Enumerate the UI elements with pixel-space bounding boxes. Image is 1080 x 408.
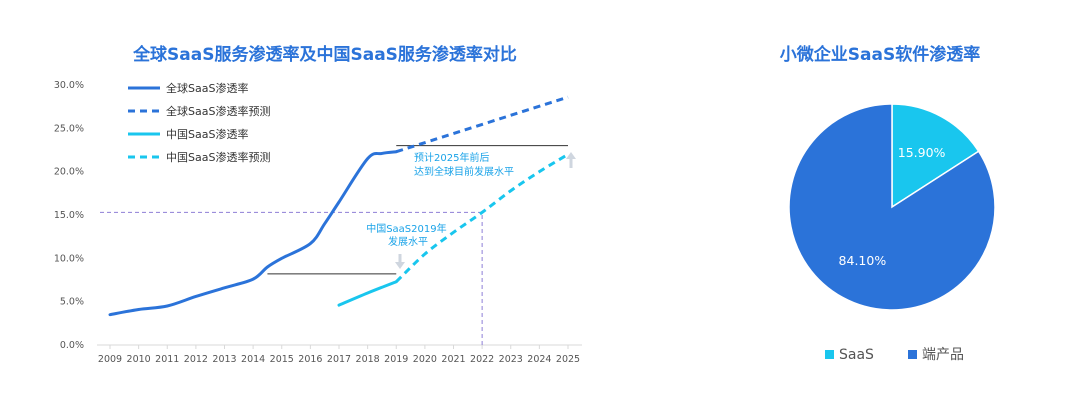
pie-legend-label: SaaS <box>839 347 874 363</box>
x-tick-label: 2009 <box>98 354 122 365</box>
annotation-2019-line1: 中国SaaS2019年 <box>366 222 446 235</box>
legend-label: 中国SaaS渗透率 <box>166 127 248 141</box>
x-tick-label: 2019 <box>384 354 408 365</box>
pie-chart: 小微企业SaaS软件渗透率 15.90% 84.10% SaaS 端产品 <box>780 44 996 363</box>
pie-legend-swatch <box>825 350 834 359</box>
pie-value-label: 84.10% <box>839 253 887 268</box>
y-tick-label: 5.0% <box>60 297 84 308</box>
pie-legend: SaaS 端产品 <box>825 347 964 363</box>
pie-chart-title: 小微企业SaaS软件渗透率 <box>780 44 980 65</box>
series-line-3 <box>395 153 569 283</box>
x-tick-label: 2013 <box>212 354 236 365</box>
y-tick-label: 10.0% <box>54 253 84 264</box>
x-tick-label: 2024 <box>527 354 551 365</box>
pie-legend-swatch <box>908 350 917 359</box>
annotation-2025-line1: 预计2025年前后 <box>414 151 489 164</box>
y-tick-label: 20.0% <box>54 167 84 178</box>
series-line-1 <box>395 95 569 154</box>
y-tick-label: 30.0% <box>54 80 84 91</box>
x-tick-label: 2015 <box>270 354 294 365</box>
y-tick-label: 0.0% <box>60 340 84 351</box>
pie-slice-1 <box>788 103 996 311</box>
up-arrow-icon <box>566 152 576 168</box>
x-tick-label: 2011 <box>155 354 179 365</box>
y-axis: 0.0% 5.0% 10.0% 15.0% 20.0% 25.0% 30.0% <box>54 80 84 351</box>
series-line-0 <box>108 150 398 317</box>
x-tick-label: 2025 <box>556 354 580 365</box>
y-tick-label: 15.0% <box>54 210 84 221</box>
x-tick-label: 2022 <box>470 354 494 365</box>
x-axis: 2009 2010 2011 2012 2013 2014 2015 2016 2017 2018… <box>97 344 582 365</box>
x-tick-label: 2021 <box>441 354 465 365</box>
pie-slices: 15.90% 84.10% <box>788 103 996 311</box>
x-tick-label: 2018 <box>356 354 380 365</box>
series-line-2 <box>337 280 398 307</box>
pie-legend-label: 端产品 <box>922 347 964 363</box>
pie-slice-0 <box>891 103 980 209</box>
annotation-2025: 预计2025年前后 达到全球目前发展水平 <box>414 151 514 178</box>
pie-value-label: 15.90% <box>898 145 946 160</box>
x-tick-label: 2014 <box>241 354 265 365</box>
series-lines <box>108 95 569 317</box>
reference-lines <box>100 145 568 345</box>
down-arrow-icon <box>395 254 405 269</box>
x-tick-label: 2016 <box>298 354 322 365</box>
annotation-2019-line2: 发展水平 <box>388 235 428 248</box>
x-tick-label: 2017 <box>327 354 351 365</box>
line-chart-title: 全球SaaS服务渗透率及中国SaaS服务渗透率对比 <box>132 44 517 65</box>
y-tick-label: 25.0% <box>54 123 84 134</box>
x-tick-label: 2020 <box>413 354 437 365</box>
legend-label: 全球SaaS渗透率预测 <box>166 104 270 118</box>
annotation-2025-line2: 达到全球目前发展水平 <box>414 165 514 178</box>
x-tick-label: 2012 <box>184 354 208 365</box>
annotation-arrows <box>395 152 576 269</box>
annotation-2019: 中国SaaS2019年 发展水平 <box>366 222 450 248</box>
line-chart: 全球SaaS服务渗透率及中国SaaS服务渗透率对比 0.0% 5.0% 10.0% 1… <box>54 44 582 365</box>
legend-label: 中国SaaS渗透率预测 <box>166 150 270 164</box>
x-tick-label: 2010 <box>127 354 151 365</box>
legend-label: 全球SaaS渗透率 <box>166 81 248 95</box>
x-tick-label: 2023 <box>499 354 523 365</box>
